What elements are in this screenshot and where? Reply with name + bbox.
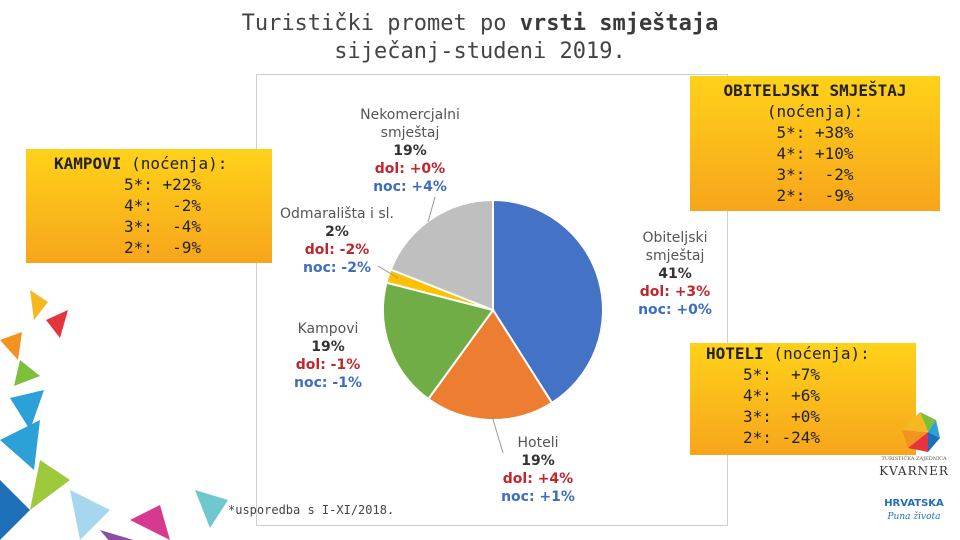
- callout-suffix: (noćenja):: [121, 154, 228, 173]
- deco-shape: [30, 460, 70, 510]
- percent-label: 19%: [393, 143, 427, 159]
- label-name-line: smještaj: [645, 248, 705, 264]
- deco-shape: [195, 490, 228, 528]
- label-nekomercijalni: Nekomercjalni smještaj 19% dol: +0% noc:…: [330, 106, 490, 196]
- callout-line: 4*: +6%: [743, 386, 821, 405]
- deco-shape: [30, 290, 48, 320]
- logo-area: TURISTIČKA ZAJEDNICA KVARNER HRVATSKA Pu…: [868, 410, 960, 540]
- label-hoteli: Hoteli 19% dol: +4% noc: +1%: [488, 434, 588, 506]
- dol-label: dol: +0%: [374, 161, 446, 177]
- callout-line: 2*: -9%: [124, 238, 202, 257]
- noc-label: noc: +1%: [501, 489, 575, 505]
- dol-label: dol: -1%: [295, 357, 361, 373]
- label-name-line: Kampovi: [297, 321, 359, 337]
- label-name-line: Odmarališta i sl.: [279, 206, 395, 222]
- callout-line: 3*: -4%: [124, 217, 202, 236]
- deco-shape: [0, 332, 22, 360]
- percent-label: 2%: [325, 224, 349, 240]
- callout-line: 4*: -2%: [124, 196, 202, 215]
- label-kampovi: Kampovi 19% dol: -1% noc: -1%: [278, 320, 378, 392]
- noc-label: noc: -2%: [303, 260, 371, 276]
- callout-head: HOTELI: [706, 344, 764, 363]
- callout-sub: (noćenja):: [766, 102, 864, 121]
- percent-label: 19%: [311, 339, 345, 355]
- callout-line: 2*: -24%: [743, 428, 821, 447]
- callout-line: 5*: +38%: [776, 123, 854, 142]
- callout-line: 5*: +7%: [743, 365, 821, 384]
- noc-label: noc: +0%: [638, 302, 712, 318]
- callout-head: OBITELJSKI SMJEŠTAJ: [723, 81, 907, 100]
- callout-suffix: (noćenja):: [763, 344, 870, 363]
- hoteli-callout: HOTELI (noćenja): 5*: +7% 4*: +6% 3*: +0…: [690, 343, 916, 455]
- label-name-line: Hoteli: [517, 435, 559, 451]
- label-odmaralista: Odmarališta i sl. 2% dol: -2% noc: -2%: [272, 205, 402, 277]
- dol-label: dol: +4%: [502, 471, 574, 487]
- dol-label: dol: +3%: [639, 284, 711, 300]
- label-obiteljski: Obiteljski smještaj 41% dol: +3% noc: +0…: [620, 229, 730, 319]
- page-title: Turistički promet po vrsti smještaja sij…: [200, 10, 760, 66]
- footnote: *usporedba s I-XI/2018.: [228, 503, 395, 517]
- kampovi-callout: KAMPOVI (noćenja): 5*: +22% 4*: -2% 3*: …: [26, 149, 272, 263]
- label-name-line: Obiteljski: [642, 230, 708, 246]
- title-line2: siječanj-studeni 2019.: [334, 39, 626, 64]
- hrvatska-text: HRVATSKA: [884, 498, 944, 509]
- deco-shape: [70, 490, 110, 540]
- deco-shape: [14, 360, 40, 386]
- deco-shape: [46, 310, 68, 338]
- kvarner-text: KVARNER: [879, 464, 949, 478]
- deco-shape: [100, 530, 134, 540]
- label-name-line: Nekomercjalni: [360, 107, 460, 123]
- kvarner-logo-icon: [902, 412, 940, 452]
- callout-line: 5*: +22%: [124, 175, 202, 194]
- pie-chart: [382, 198, 604, 421]
- label-name-line: smještaj: [380, 125, 440, 141]
- percent-label: 41%: [658, 266, 692, 282]
- noc-label: noc: +4%: [373, 179, 447, 195]
- kvarner-small: TURISTIČKA ZAJEDNICA: [881, 456, 947, 462]
- title-line1: Turistički promet po: [241, 11, 520, 36]
- decorative-triangles: [0, 290, 228, 540]
- deco-shape: [130, 505, 170, 540]
- callout-line: 3*: +0%: [743, 407, 821, 426]
- callout-head: KAMPOVI: [54, 154, 122, 173]
- deco-shape: [10, 390, 44, 430]
- callout-line: 2*: -9%: [776, 186, 854, 205]
- deco-shape: [0, 480, 30, 540]
- percent-label: 19%: [521, 453, 555, 469]
- obiteljski-callout: OBITELJSKI SMJEŠTAJ (noćenja): 5*: +38% …: [690, 76, 940, 211]
- callout-line: 4*: +10%: [776, 144, 854, 163]
- dol-label: dol: -2%: [304, 242, 370, 258]
- pie-slice-kampovi: [382, 281, 495, 401]
- title-bold: vrsti smještaja: [519, 11, 719, 36]
- noc-label: noc: -1%: [294, 375, 362, 391]
- deco-shape: [0, 420, 40, 470]
- puna-zivota-text: Puna života: [887, 512, 941, 522]
- pie-slice-hoteli: [426, 308, 554, 421]
- callout-line: 3*: -2%: [776, 165, 854, 184]
